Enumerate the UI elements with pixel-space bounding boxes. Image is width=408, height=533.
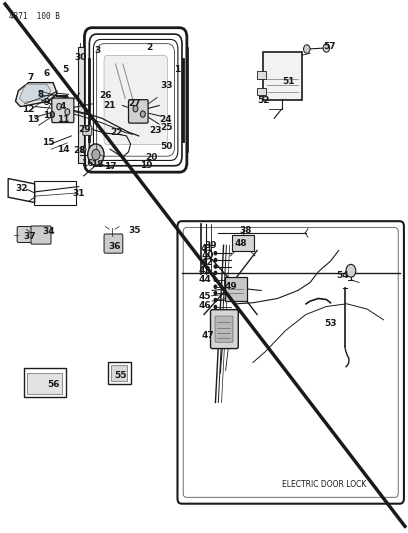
Circle shape [229,278,236,287]
Text: 50: 50 [160,142,173,151]
Text: 29: 29 [79,125,91,134]
FancyBboxPatch shape [263,52,302,100]
Text: 40: 40 [202,252,214,260]
Text: 48: 48 [235,239,247,248]
Text: 8: 8 [38,91,44,99]
Text: 37: 37 [24,232,36,241]
Circle shape [304,45,310,53]
Text: 4371  100 B: 4371 100 B [9,12,60,21]
Text: 44: 44 [198,275,211,284]
Text: 32: 32 [16,184,28,192]
Text: 23: 23 [150,126,162,135]
Text: 49: 49 [225,282,238,291]
Circle shape [65,109,70,115]
Circle shape [214,292,217,295]
Text: 51: 51 [282,77,294,85]
Circle shape [57,103,62,110]
FancyBboxPatch shape [257,88,266,95]
Text: 56: 56 [47,381,59,389]
FancyBboxPatch shape [211,310,238,349]
Circle shape [81,146,86,152]
FancyBboxPatch shape [52,98,74,123]
Text: 43: 43 [199,266,211,275]
Circle shape [214,252,217,255]
FancyBboxPatch shape [215,316,233,342]
Text: 55: 55 [115,371,127,379]
Text: 13: 13 [27,115,40,124]
Text: 20: 20 [145,153,157,161]
Text: 11: 11 [57,116,69,124]
Text: 21: 21 [103,101,115,109]
Circle shape [214,305,217,309]
Text: 12: 12 [22,105,35,114]
Text: 1: 1 [174,65,181,74]
FancyBboxPatch shape [17,227,32,243]
Text: 28: 28 [73,147,86,155]
Text: 54: 54 [337,271,349,280]
FancyBboxPatch shape [225,277,247,301]
Polygon shape [20,84,51,102]
FancyBboxPatch shape [111,365,127,381]
Text: 53: 53 [324,319,337,328]
Text: 7: 7 [27,73,34,82]
Text: 41: 41 [201,245,213,253]
FancyBboxPatch shape [232,235,254,251]
Text: 33: 33 [160,81,173,90]
FancyBboxPatch shape [31,226,51,244]
Circle shape [214,298,217,302]
Text: 47: 47 [202,332,215,340]
Circle shape [88,144,104,165]
Circle shape [323,44,330,52]
Circle shape [214,259,217,262]
Text: 46: 46 [199,301,211,310]
Text: 38: 38 [239,227,252,235]
Text: 26: 26 [99,92,111,100]
Text: 42: 42 [201,258,213,266]
FancyBboxPatch shape [83,126,92,135]
Text: 22: 22 [110,128,122,136]
Circle shape [214,285,217,288]
Text: 17: 17 [104,162,116,171]
Text: 57: 57 [323,43,335,51]
Text: 5: 5 [62,65,69,74]
Text: 52: 52 [257,96,269,104]
Text: 9: 9 [44,98,50,107]
FancyBboxPatch shape [27,373,62,394]
Circle shape [214,271,217,274]
Text: 18: 18 [91,160,103,168]
Text: 4: 4 [60,102,67,111]
Text: 31: 31 [72,189,84,198]
Text: 30: 30 [75,53,87,61]
Circle shape [214,278,217,281]
Text: 25: 25 [160,124,173,132]
Circle shape [140,111,145,117]
Text: ELECTRIC DOOR LOCK: ELECTRIC DOOR LOCK [282,480,366,489]
Text: 24: 24 [159,116,171,124]
Text: 10: 10 [43,111,55,119]
Text: 14: 14 [57,145,69,154]
Circle shape [346,264,356,277]
Text: 16: 16 [82,159,94,168]
FancyBboxPatch shape [129,100,148,123]
Text: 3: 3 [95,46,101,55]
FancyBboxPatch shape [104,234,123,253]
Text: 19: 19 [140,161,152,169]
Text: 15: 15 [42,139,54,147]
Text: 36: 36 [108,243,120,251]
Circle shape [214,265,217,268]
Text: 6: 6 [44,69,50,77]
Text: 34: 34 [43,228,55,236]
Text: 2: 2 [146,44,152,52]
Circle shape [133,106,138,112]
Circle shape [92,149,100,160]
FancyBboxPatch shape [257,71,266,79]
FancyBboxPatch shape [78,47,84,163]
Text: 35: 35 [129,227,141,235]
Text: 39: 39 [204,241,217,249]
Text: 27: 27 [129,100,141,108]
Polygon shape [16,83,57,107]
Text: 45: 45 [199,293,211,301]
FancyBboxPatch shape [104,55,167,144]
